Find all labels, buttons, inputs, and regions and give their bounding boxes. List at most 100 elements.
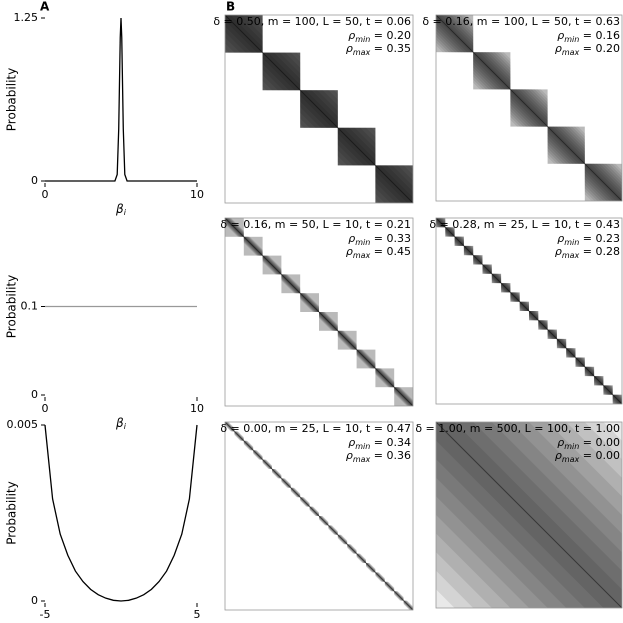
x-tick-label: 0: [42, 402, 49, 415]
diagonal: [224, 14, 414, 204]
matrix-rho-max: ρmax = 0.35: [346, 42, 411, 57]
x-tick-label: -5: [40, 608, 51, 621]
rho-sub: max: [562, 455, 580, 464]
block: [243, 236, 263, 256]
diagonal: [435, 217, 623, 405]
y-tick-label: 0: [31, 594, 38, 607]
band-step: [436, 218, 622, 404]
x-tick-label: 10: [190, 188, 204, 201]
band-step: [225, 422, 413, 610]
rho-sub: max: [353, 48, 371, 57]
diagonal-band: [436, 422, 622, 608]
band-step: [436, 218, 622, 404]
rho-value: = 0.00: [579, 436, 620, 449]
band-step: [225, 422, 413, 610]
band-step: [436, 15, 622, 201]
y-tick-label: 0: [31, 174, 38, 187]
rho-sub: min: [564, 35, 579, 44]
block: [300, 293, 319, 312]
block: [594, 376, 604, 386]
band-step: [225, 422, 413, 610]
matrix-params: δ = 0.16, m = 100, L = 50, t = 0.63: [422, 15, 620, 28]
band-step: [436, 15, 622, 201]
rho-symbol: ρ: [346, 449, 353, 462]
band-step: [436, 422, 622, 608]
block: [510, 89, 548, 127]
band-step: [436, 422, 622, 608]
data-line: [44, 424, 198, 602]
band-step: [436, 218, 622, 404]
block: [501, 283, 511, 293]
matrix-rho-max: ρmax = 0.45: [346, 245, 411, 260]
diagonal-band: [225, 15, 413, 203]
rho-sub: max: [562, 251, 580, 260]
block: [356, 349, 376, 369]
matrix-bg: [436, 218, 622, 404]
band-step: [225, 218, 413, 406]
block: [584, 366, 595, 377]
block: [575, 357, 585, 367]
band-step: [225, 15, 413, 203]
band-step: [436, 15, 622, 201]
band-step: [225, 422, 413, 610]
block: [300, 90, 338, 128]
matrix-rho-max: ρmax = 0.36: [346, 449, 411, 464]
diagonal: [435, 421, 623, 609]
band-step: [436, 15, 622, 201]
band-step: [225, 218, 413, 406]
band-step: [436, 218, 622, 404]
block: [603, 385, 613, 395]
matrix-bg: [436, 15, 622, 201]
data-line: [45, 17, 197, 182]
band-step: [436, 422, 622, 608]
rho-symbol: ρ: [557, 436, 564, 449]
rho-symbol: ρ: [348, 436, 355, 449]
block: [547, 126, 585, 164]
matrix-params: δ = 1.00, m = 500, L = 100, t = 1.00: [415, 422, 620, 435]
matrix-rho-min: ρmin = 0.33: [348, 232, 411, 247]
rho-value: = 0.34: [370, 436, 411, 449]
y-axis-label: Probability: [5, 68, 19, 131]
band-step: [436, 218, 622, 404]
matrix-rho-min: ρmin = 0.20: [348, 29, 411, 44]
rho-symbol: ρ: [557, 232, 564, 245]
band-step: [436, 15, 622, 201]
band-step: [225, 218, 413, 406]
block: [319, 312, 338, 331]
block: [491, 273, 502, 284]
block: [436, 15, 474, 53]
rho-symbol: ρ: [346, 245, 353, 258]
x-axis-label: βi: [115, 416, 127, 431]
y-tick-label: 1.25: [14, 11, 39, 24]
block: [445, 227, 455, 237]
rho-symbol: ρ: [346, 42, 353, 55]
block: [394, 387, 413, 406]
block: [337, 330, 357, 350]
block: [262, 255, 282, 275]
rho-value: = 0.00: [579, 449, 620, 462]
block: [436, 218, 446, 228]
block: [225, 218, 244, 237]
matrix-rho-max: ρmax = 0.20: [555, 42, 620, 57]
band-step: [436, 15, 622, 201]
band-step: [436, 218, 622, 404]
band-step: [436, 15, 622, 201]
diagonal-band: [436, 218, 622, 404]
band-step: [225, 218, 413, 406]
block: [556, 338, 567, 349]
matrix: δ = 0.50, m = 100, L = 50, t = 0.06ρmin …: [213, 14, 414, 204]
diagonal: [224, 217, 414, 407]
band-step: [225, 422, 413, 610]
matrix-frame: [435, 14, 623, 202]
block: [337, 127, 376, 166]
band-step: [225, 15, 413, 203]
rho-value: = 0.45: [370, 245, 411, 258]
band-step: [225, 422, 413, 610]
rho-symbol: ρ: [555, 449, 562, 462]
block: [225, 15, 263, 53]
matrix-frame: [224, 421, 414, 611]
block: [375, 165, 413, 203]
rho-value: = 0.35: [370, 42, 411, 55]
band-step: [436, 422, 622, 608]
